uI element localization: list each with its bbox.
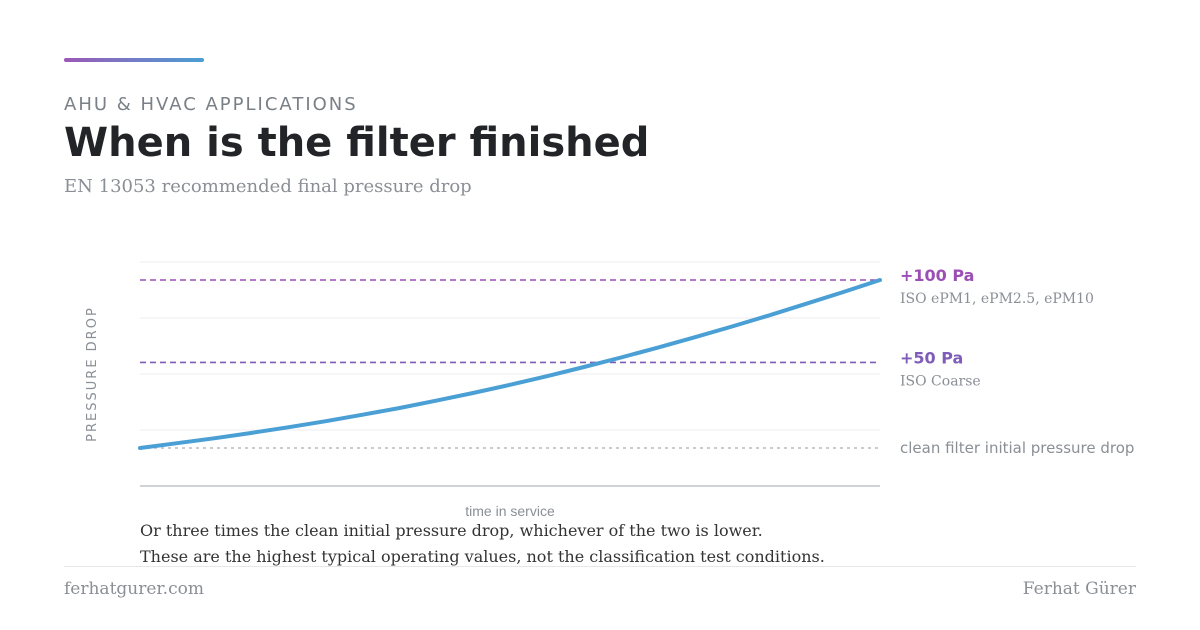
x-axis-label: time in service — [465, 503, 555, 519]
pressure-drop-curve — [138, 278, 882, 450]
clean-baseline-label: clean filter initial pressure drop — [900, 439, 1134, 457]
page-subtitle: EN 13053 recommended final pressure drop — [64, 176, 472, 197]
page-title: When is the filter finished — [64, 120, 650, 166]
accent-bar — [64, 58, 204, 62]
note-line-2: These are the highest typical operating … — [140, 547, 825, 566]
threshold-label: +50 Pa — [900, 348, 963, 367]
notes: Or three times the clean initial pressur… — [140, 518, 825, 570]
footer-divider — [64, 566, 1136, 567]
threshold-note: ISO ePM1, ePM2.5, ePM10 — [900, 291, 1094, 307]
note-line-1: Or three times the clean initial pressur… — [140, 521, 763, 540]
footer-author: Ferhat Gürer — [1022, 579, 1136, 599]
y-axis-label: PRESSURE DROP — [85, 306, 100, 442]
footer-site: ferhatgurer.com — [64, 579, 204, 599]
threshold-label: +100 Pa — [900, 266, 974, 285]
threshold-note: ISO Coarse — [900, 373, 981, 389]
eyebrow: AHU & HVAC APPLICATIONS — [64, 94, 358, 115]
